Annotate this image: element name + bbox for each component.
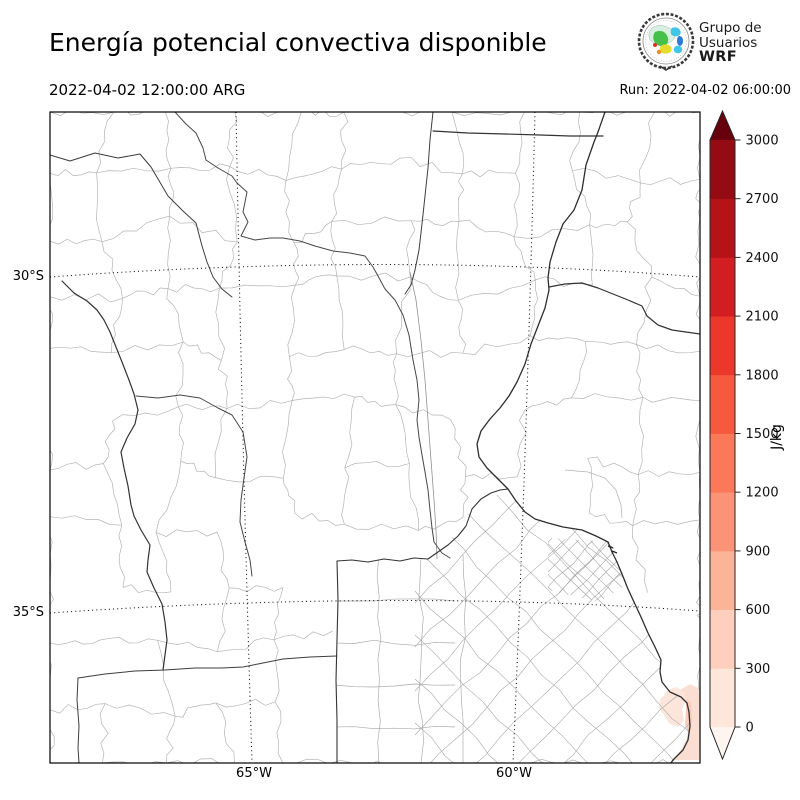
wrf-logo-text: Grupo de Usuarios WRF: [699, 21, 762, 65]
logo-line-2: Usuarios: [699, 34, 758, 51]
buenos-aires-city-mark: [607, 545, 618, 554]
colorbar-unit-label: J/kg: [769, 424, 785, 451]
colorbar-tick-label: 2400: [746, 251, 779, 266]
province-borders-and-rivers: [50, 112, 700, 763]
graticule-gridlines: [49, 111, 701, 764]
lat-tick-30s: 30°S: [12, 269, 44, 284]
colorbar-tick-label: 1200: [746, 486, 779, 501]
buenosaires-diamond-counties-mesh: [414, 489, 690, 763]
department-boundaries-mesh: [50, 112, 700, 763]
lon-tick-60w: 60°W: [496, 766, 532, 781]
valid-time-label: 2022-04-02 12:00:00 ARG: [49, 81, 246, 99]
plot-title: Energía potencial convectiva disponible: [49, 28, 547, 57]
colorbar-tick-label: 2700: [746, 192, 779, 207]
lat-tick-35s: 35°S: [12, 605, 44, 620]
colorbar-tick-label: 1500: [746, 427, 779, 442]
colorbar-tick-label: 0: [746, 721, 754, 736]
logo-line-wrf: WRF: [699, 49, 737, 66]
buenosaires-west-counties-mesh: [337, 554, 467, 763]
colorbar: 0 300 600 900 1200 1500 1800 2100 2400 2700 3000: [709, 109, 779, 761]
amba-dense-counties-mesh: [548, 538, 624, 602]
map-frame: [49, 111, 701, 764]
secondary-boundaries: [409, 271, 623, 560]
colorbar-tick-label: 2100: [746, 310, 779, 325]
colorbar-tick-label: 1800: [746, 368, 779, 383]
colorbar-tick-label: 300: [746, 662, 771, 677]
cape-shaded-field: [659, 684, 700, 760]
colorbar-tick-label: 3000: [746, 134, 779, 149]
colorbar-tick-label: 600: [746, 603, 771, 618]
logo-line-1: Grupo de: [699, 20, 762, 36]
lon-tick-65w: 65°W: [236, 766, 272, 781]
colorbar-tick-label: 900: [746, 544, 771, 559]
wrf-logo-emblem: [637, 12, 695, 71]
model-run-label: Run: 2022-04-02 06:00:00: [619, 83, 791, 98]
